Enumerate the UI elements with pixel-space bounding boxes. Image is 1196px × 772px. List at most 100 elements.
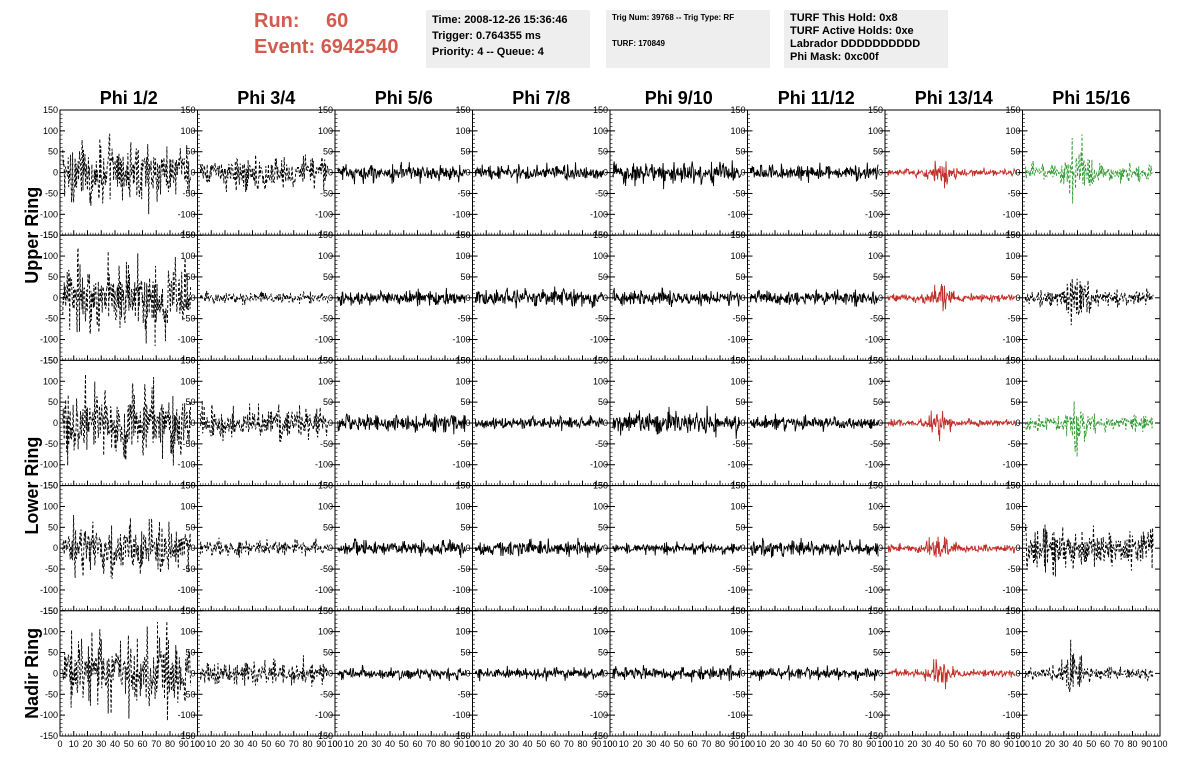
y-tick-label: -100 bbox=[177, 209, 195, 219]
y-tick-label: 100 bbox=[730, 251, 745, 261]
y-tick-label: 50 bbox=[48, 272, 58, 282]
panel-frame bbox=[1022, 109, 1161, 236]
y-tick-label: 150 bbox=[730, 355, 745, 365]
x-tick-label: 0 bbox=[470, 739, 475, 749]
y-tick-label: 100 bbox=[593, 251, 608, 261]
y-tick-label: 0 bbox=[603, 168, 608, 178]
x-tick-label: 90 bbox=[179, 739, 189, 749]
y-tick-label: -100 bbox=[727, 209, 745, 219]
y-tick-label: -150 bbox=[177, 731, 195, 741]
y-tick-label: 50 bbox=[323, 397, 333, 407]
waveform-trace bbox=[474, 537, 604, 558]
waveform-trace bbox=[474, 665, 604, 682]
x-tick-label: 50 bbox=[949, 739, 959, 749]
y-tick-label: 150 bbox=[1005, 606, 1020, 616]
waveform-trace bbox=[199, 400, 329, 443]
y-tick-label: -50 bbox=[320, 564, 333, 574]
x-tick-label: 40 bbox=[935, 739, 945, 749]
y-tick-label: 50 bbox=[873, 147, 883, 157]
y-tick-label: 100 bbox=[1005, 376, 1020, 386]
y-tick-label: 50 bbox=[598, 147, 608, 157]
run-value: 60 bbox=[326, 10, 349, 32]
y-tick-label: 150 bbox=[868, 355, 883, 365]
y-tick-label: -100 bbox=[315, 209, 333, 219]
y-tick-label: 100 bbox=[868, 126, 883, 136]
y-tick-label: -100 bbox=[590, 710, 608, 720]
time-text: Time: 2008-12-26 15:36:46 bbox=[432, 14, 568, 26]
y-tick-label: -100 bbox=[727, 710, 745, 720]
y-tick-label: 150 bbox=[730, 481, 745, 491]
y-tick-label: -100 bbox=[40, 585, 58, 595]
waveform-trace bbox=[612, 160, 742, 190]
y-tick-label: 150 bbox=[593, 481, 608, 491]
y-tick-label: 50 bbox=[1010, 147, 1020, 157]
y-tick-label: 150 bbox=[868, 230, 883, 240]
waveform-trace bbox=[62, 133, 192, 215]
x-tick-label: 60 bbox=[412, 739, 422, 749]
y-tick-label: -100 bbox=[40, 335, 58, 345]
x-tick-label: 80 bbox=[577, 739, 587, 749]
y-tick-label: 150 bbox=[43, 230, 58, 240]
column-title: Phi 15/16 bbox=[1052, 88, 1130, 108]
y-tick-label: -150 bbox=[727, 731, 745, 741]
column-title: Phi 13/14 bbox=[915, 88, 993, 108]
y-tick-label: 0 bbox=[603, 293, 608, 303]
x-tick-label: 30 bbox=[509, 739, 519, 749]
x-tick-label: 0 bbox=[745, 739, 750, 749]
y-tick-label: 50 bbox=[185, 648, 195, 658]
y-tick-label: -100 bbox=[865, 209, 883, 219]
y-tick-label: 100 bbox=[43, 501, 58, 511]
y-tick-label: 100 bbox=[1005, 126, 1020, 136]
y-tick-label: 0 bbox=[53, 418, 58, 428]
x-tick-label: 70 bbox=[976, 739, 986, 749]
x-tick-label: 90 bbox=[1004, 739, 1014, 749]
x-tick-label: 40 bbox=[247, 739, 257, 749]
waveform-trace bbox=[612, 541, 742, 556]
run-event-block: Run: 60 Event: 6942540 bbox=[254, 8, 399, 60]
column-title: Phi 3/4 bbox=[237, 88, 295, 108]
row-group-title: Nadir Ring bbox=[22, 628, 42, 719]
y-tick-label: 50 bbox=[185, 522, 195, 532]
y-tick-label: -50 bbox=[45, 689, 58, 699]
y-tick-label: 150 bbox=[455, 230, 470, 240]
x-tick-label: 90 bbox=[866, 739, 876, 749]
y-tick-label: 100 bbox=[318, 627, 333, 637]
y-tick-label: -100 bbox=[590, 460, 608, 470]
y-tick-label: 50 bbox=[48, 147, 58, 157]
y-tick-label: 50 bbox=[323, 147, 333, 157]
y-tick-label: 150 bbox=[593, 230, 608, 240]
y-tick-label: -100 bbox=[1002, 209, 1020, 219]
x-tick-label: 10 bbox=[894, 739, 904, 749]
y-tick-label: 100 bbox=[730, 126, 745, 136]
y-tick-label: -50 bbox=[732, 314, 745, 324]
y-tick-label: 50 bbox=[460, 648, 470, 658]
y-tick-label: -100 bbox=[452, 209, 470, 219]
waveform-trace bbox=[1024, 524, 1154, 577]
y-tick-label: -50 bbox=[182, 439, 195, 449]
waveform-trace bbox=[750, 665, 879, 682]
x-tick-label: 40 bbox=[797, 739, 807, 749]
x-tick-label: 20 bbox=[907, 739, 917, 749]
x-tick-label: 30 bbox=[784, 739, 794, 749]
waveform-trace bbox=[1024, 401, 1154, 457]
y-tick-label: -50 bbox=[457, 439, 470, 449]
y-tick-label: -50 bbox=[45, 188, 58, 198]
y-tick-label: -50 bbox=[320, 439, 333, 449]
y-tick-label: 0 bbox=[603, 543, 608, 553]
x-tick-label: 20 bbox=[82, 739, 92, 749]
y-tick-label: -50 bbox=[457, 689, 470, 699]
y-tick-label: 50 bbox=[598, 648, 608, 658]
row-group-title: Upper Ring bbox=[22, 187, 42, 284]
y-tick-label: 150 bbox=[730, 606, 745, 616]
x-tick-label: 70 bbox=[701, 739, 711, 749]
x-tick-label: 70 bbox=[1114, 739, 1124, 749]
y-tick-label: -100 bbox=[1002, 585, 1020, 595]
